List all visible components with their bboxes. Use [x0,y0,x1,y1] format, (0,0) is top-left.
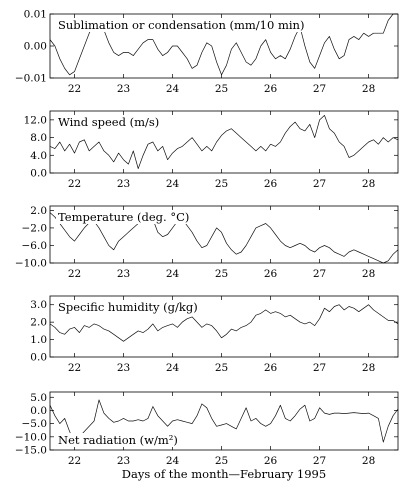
y-tick-label: −2.0 [22,222,48,234]
panel-title-bg [56,433,180,447]
x-tick-label: 22 [68,362,81,374]
x-tick-label: 25 [215,83,228,95]
panel-title: Temperature (deg. °C) [58,210,189,224]
y-tick-label: 5.0 [30,392,47,404]
y-tick-label: 8.0 [30,132,47,144]
x-tick-label: 25 [215,268,228,280]
x-tick-label: 28 [362,83,375,95]
x-axis-label: Days of the month—February 1995 [122,467,326,481]
y-tick-label: −15.0 [15,445,47,457]
y-tick-label: 0.00 [24,41,47,53]
x-tick-label: 24 [166,178,180,190]
x-tick-label: 27 [313,455,326,467]
x-tick-label: 27 [313,268,326,280]
x-tick-label: 24 [166,455,180,467]
y-tick-label: −10.0 [15,431,47,443]
x-tick-label: 24 [166,83,180,95]
series-line [49,115,399,169]
plot-frame [49,295,399,358]
x-tick-label: 26 [264,268,278,280]
x-tick-label: 22 [68,178,81,190]
y-tick-label: −6.0 [22,240,48,252]
x-tick-label: 27 [313,83,326,95]
series-line [49,210,399,264]
panel-title: Net radiation (w/m²) [58,433,178,447]
x-tick-label: 22 [68,455,81,467]
x-tick-label: 25 [215,455,228,467]
x-tick-label: 23 [117,362,130,374]
x-tick-label: 24 [166,268,180,280]
x-tick-label: 28 [362,362,375,374]
y-tick-label: 2.0 [30,317,47,329]
y-tick-label: 2.0 [30,205,47,217]
x-tick-label: 23 [117,178,130,190]
y-tick-label: 1.0 [30,334,47,346]
x-tick-label: 26 [264,178,278,190]
x-tick-label: 22 [68,268,81,280]
y-tick-label: 4.0 [30,150,47,162]
y-tick-label: 0.01 [24,9,47,21]
x-tick-label: 28 [362,268,375,280]
panel-title: Wind speed (m/s) [58,115,159,129]
x-tick-label: 22 [68,83,81,95]
panel-title: Specific humidity (g/kg) [58,300,198,314]
panel-4: 3.0 2.0 1.0 0.0 22 23 24 25 26 27 28 Specific humid… [30,295,399,374]
x-tick-label: 23 [117,455,130,467]
y-tick-label: 0.0 [30,168,47,180]
plot-frame [49,110,399,174]
plot-frame [49,205,399,264]
x-tick-label: 28 [362,455,375,467]
panel-title: Sublimation or condensation (mm/10 min) [58,18,304,32]
series-line [49,399,399,443]
y-tick-label: 3.0 [30,299,47,311]
x-tick-label: 25 [215,362,228,374]
panel-title-bg [56,300,200,314]
y-tick-label: 0.0 [30,352,47,364]
x-tick-label: 27 [313,362,326,374]
y-tick-label: 12.0 [24,114,47,126]
panel-title-bg [56,115,162,129]
panel-1: 0.01 0.00 −0.01 22 23 24 25 26 27 28 Sublimation o… [15,9,399,95]
y-tick-label: −0.01 [15,73,47,85]
x-tick-label: 24 [166,362,180,374]
y-tick-label: 0.0 [30,405,47,417]
plot-frame [49,391,399,451]
x-tick-label: 28 [362,178,375,190]
panel-2: 12.0 8.0 4.0 0.0 22 23 24 25 26 27 28 Wind speed (m… [24,110,399,190]
x-tick-label: 26 [264,83,278,95]
x-tick-label: 23 [117,268,130,280]
series-line [49,13,398,76]
y-tick-label: −10.0 [15,258,47,270]
series-line [49,304,399,342]
y-tick-label: −5.0 [22,418,48,430]
x-tick-label: 25 [215,178,228,190]
x-tick-label: 23 [117,83,130,95]
panel-title-bg [56,210,192,224]
panel-5: 5.00.0−5.0−10.0 −15.0 22 23 24 25 26 27 28 Net ra… [15,391,399,467]
panel-title-bg [56,18,307,32]
panel-3: 2.0 −2.0 −6.0 −10.0 22 23 24 25 26 27 28 Temperatur… [15,205,399,280]
x-tick-label: 26 [264,455,278,467]
x-tick-label: 27 [313,178,326,190]
x-tick-label: 26 [264,362,278,374]
